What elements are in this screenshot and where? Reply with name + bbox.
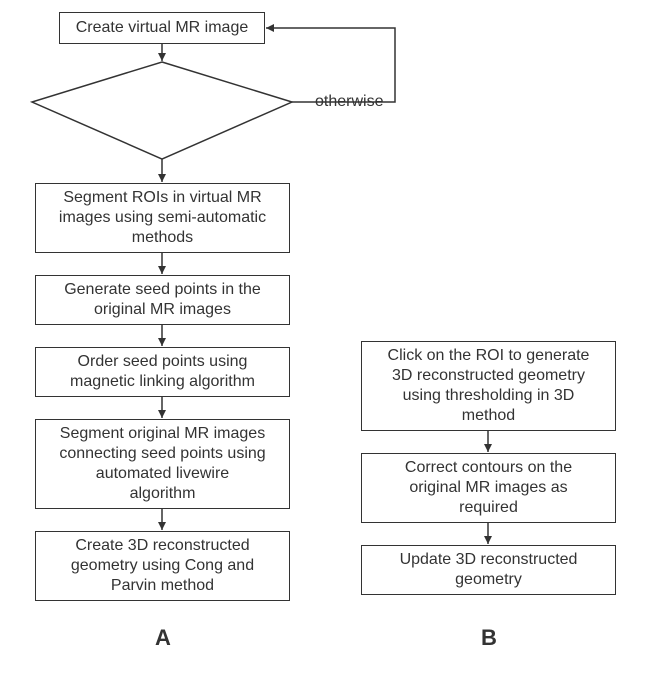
flow-connectors xyxy=(0,0,646,680)
